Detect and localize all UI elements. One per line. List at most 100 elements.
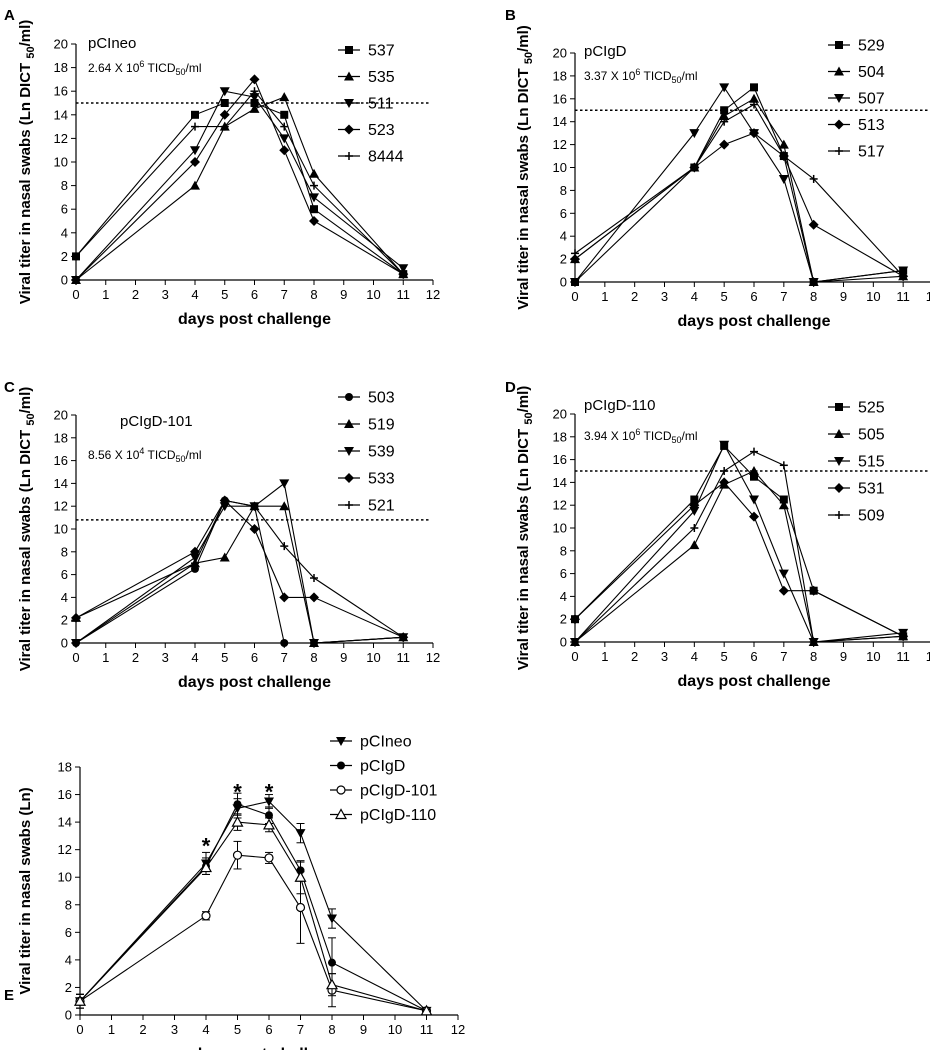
panel-label: E <box>4 987 14 1004</box>
y-tick-label: 16 <box>553 452 567 467</box>
legend-label: 529 <box>858 38 885 55</box>
x-tick-label: 4 <box>202 1022 209 1037</box>
series-line <box>574 86 904 283</box>
chart-panel-E: E0123456789101112024681012141618days pos… <box>4 734 465 1050</box>
legend-label: 531 <box>858 481 885 498</box>
y-tick-label: 18 <box>553 429 567 444</box>
data-point <box>749 466 759 475</box>
y-tick-label: 4 <box>65 952 72 967</box>
series-line <box>75 499 404 644</box>
legend-label: 525 <box>858 400 885 417</box>
series-line <box>75 499 404 638</box>
legend-marker <box>336 737 346 746</box>
series-8444 <box>72 87 408 279</box>
legend-item-525: 525 <box>828 400 885 417</box>
y-tick-label: 12 <box>58 842 72 857</box>
x-tick-label: 4 <box>691 289 698 304</box>
series-line <box>574 445 904 637</box>
y-axis-label-sub: 50 <box>523 412 535 424</box>
data-point <box>280 110 289 119</box>
significance-star: * <box>233 780 242 805</box>
data-point <box>309 193 319 203</box>
legend-item-521: 521 <box>338 498 395 515</box>
legend-marker <box>344 473 354 483</box>
x-tick-label: 1 <box>102 287 109 302</box>
panel-label: A <box>4 7 15 24</box>
x-tick-label: 12 <box>451 1022 465 1037</box>
legend-label: 533 <box>368 471 395 488</box>
data-point <box>309 216 319 226</box>
x-tick-label: 8 <box>310 650 317 665</box>
legend-item-8444: 8444 <box>338 149 404 166</box>
y-axis-label-tail: /ml) <box>17 387 34 414</box>
legend-item-pCIgD-110: pCIgD-110 <box>330 807 436 824</box>
x-tick-label: 3 <box>661 649 668 664</box>
x-tick-label: 12 <box>926 289 930 304</box>
y-tick-label: 14 <box>553 114 567 129</box>
data-point <box>264 853 274 863</box>
x-axis-label: days post challenge <box>678 673 831 690</box>
y-tick-label: 10 <box>58 870 72 885</box>
legend-item-505: 505 <box>828 427 885 444</box>
legend-marker <box>834 457 844 466</box>
legend-item-531: 531 <box>828 481 885 498</box>
legend-marker <box>834 119 844 130</box>
x-tick-label: 8 <box>310 287 317 302</box>
panel-label: D <box>505 379 516 396</box>
x-tick-label: 5 <box>721 289 728 304</box>
concentration-sub: 50 <box>176 454 186 464</box>
y-tick-label: 2 <box>61 613 68 628</box>
concentration-unit: TICD <box>144 448 175 462</box>
data-point <box>689 506 700 516</box>
series-line <box>79 821 427 1012</box>
data-point <box>199 861 213 873</box>
x-tick-label: 2 <box>139 1022 146 1037</box>
legend-marker <box>344 124 354 135</box>
series-521 <box>72 496 408 647</box>
y-tick-label: 6 <box>560 206 567 221</box>
concentration-exp: 6 <box>635 67 640 77</box>
y-tick-label: 10 <box>54 155 68 170</box>
data-point <box>749 93 759 103</box>
data-point <box>191 110 199 119</box>
y-axis-label-sub: 50 <box>25 413 37 425</box>
data-point <box>219 109 230 120</box>
legend-marker <box>344 447 354 456</box>
legend-item-511: 511 <box>338 96 394 113</box>
x-tick-label: 0 <box>76 1022 83 1037</box>
series-pCIgD-110 <box>73 813 433 1016</box>
y-tick-label: 0 <box>61 273 68 288</box>
y-tick-label: 20 <box>553 407 567 422</box>
data-point <box>570 278 580 287</box>
y-axis-label-main: Viral titer in nasal swabs (Ln) <box>17 787 34 994</box>
y-tick-label: 4 <box>61 225 68 240</box>
concentration-unit: TICD <box>640 69 671 83</box>
x-tick-label: 3 <box>171 1022 178 1037</box>
data-point <box>190 553 200 563</box>
data-point <box>201 911 211 921</box>
data-point <box>808 585 819 596</box>
y-tick-label: 16 <box>54 453 68 468</box>
y-tick-label: 0 <box>560 275 567 290</box>
series-line <box>574 103 904 277</box>
data-point <box>294 870 307 882</box>
series-line <box>79 803 427 1012</box>
concentration-exp: 6 <box>139 59 144 69</box>
series-line <box>79 854 427 1012</box>
legend-marker <box>834 429 844 438</box>
y-tick-label: 8 <box>61 178 68 193</box>
y-tick-label: 14 <box>54 476 68 491</box>
y-axis-label: Viral titer in nasal swabs (Ln DICT 50/m… <box>515 25 535 310</box>
y-tick-label: 10 <box>553 521 567 536</box>
legend-item-504: 504 <box>828 64 885 81</box>
series-523 <box>71 74 409 285</box>
series-529 <box>571 83 908 286</box>
x-tick-label: 6 <box>251 650 258 665</box>
data-point <box>279 92 290 102</box>
legend-marker <box>334 808 348 820</box>
y-tick-label: 6 <box>61 202 68 217</box>
legend-label: 535 <box>368 69 395 86</box>
x-tick-label: 0 <box>571 649 578 664</box>
legend-marker <box>834 94 844 103</box>
